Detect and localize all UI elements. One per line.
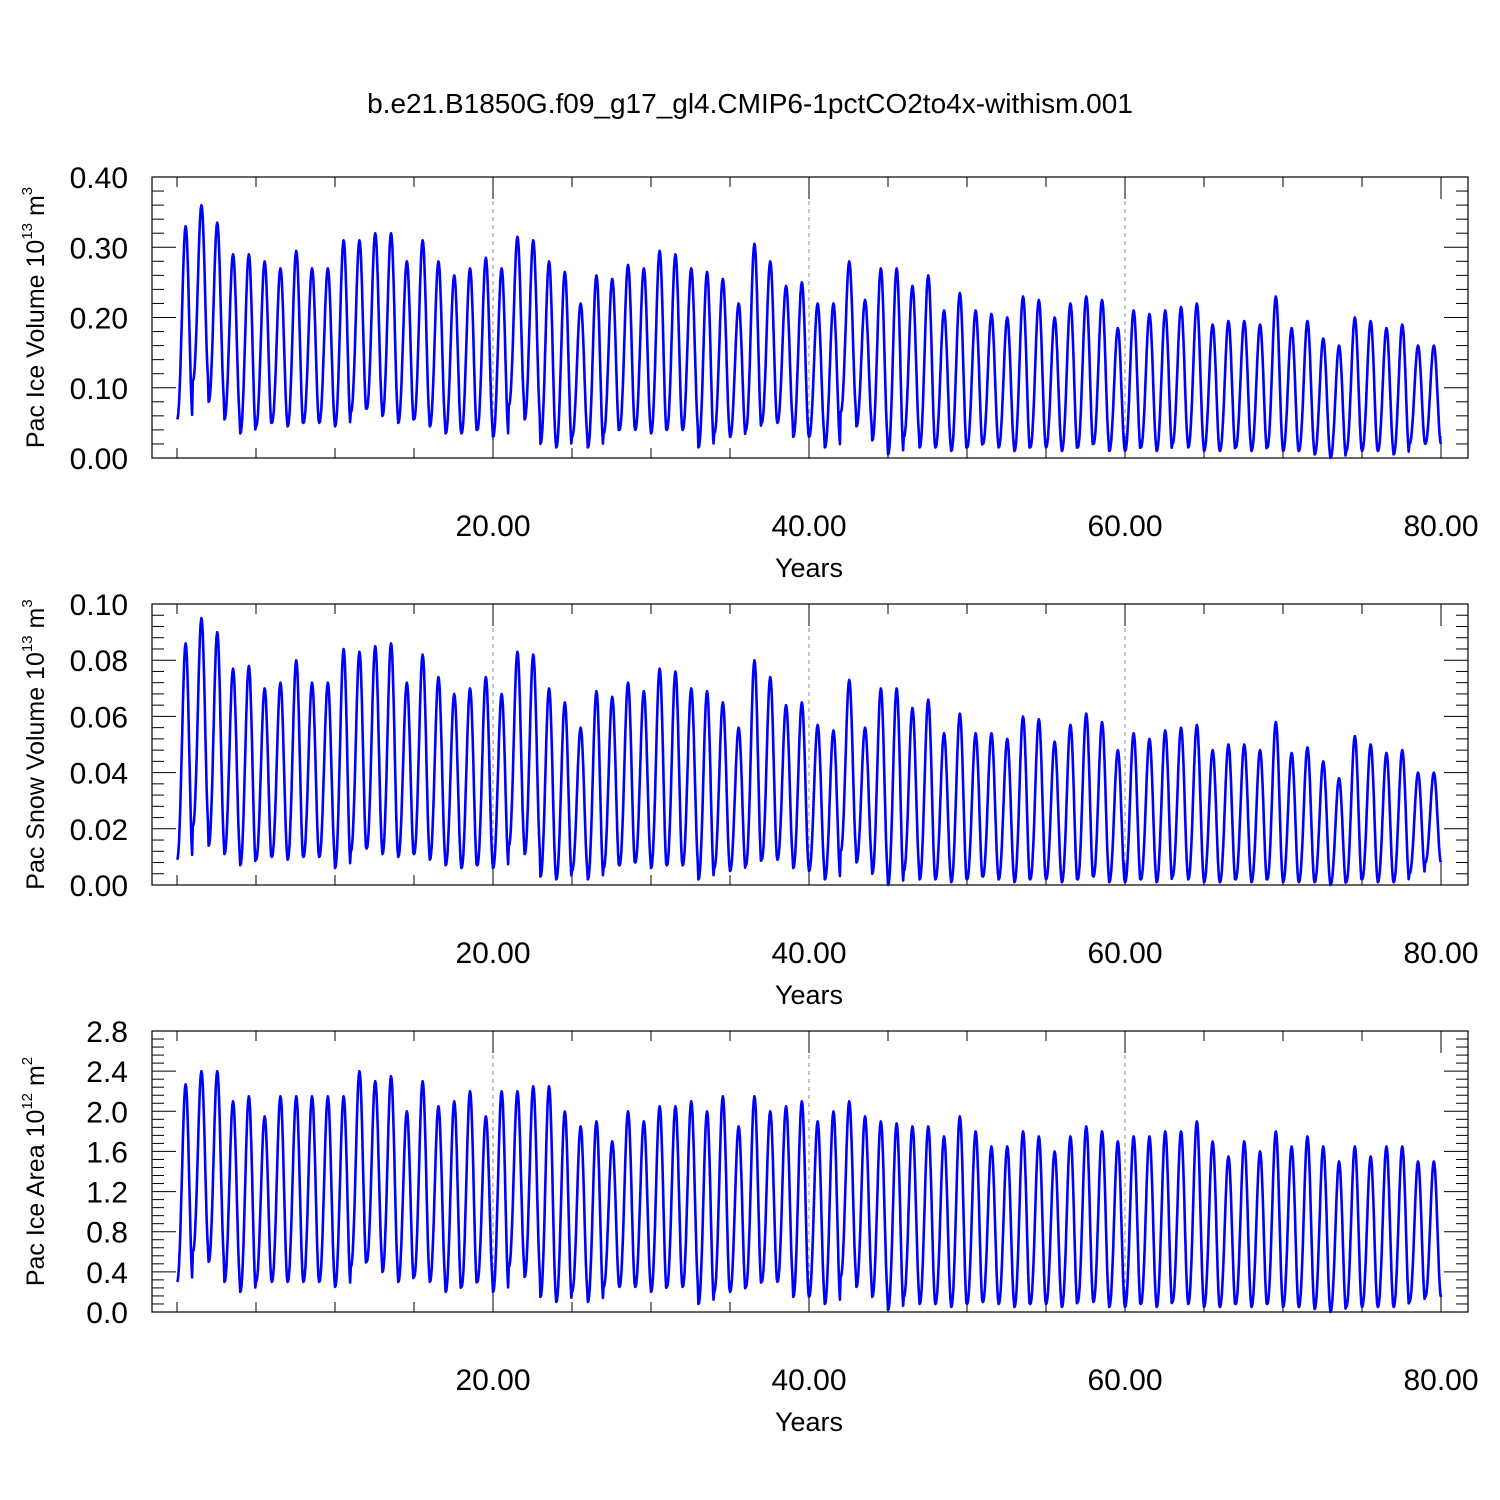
y-axis-label-part: 3 — [19, 599, 36, 607]
y-axis-label-part: m — [22, 608, 50, 636]
x-tick-label: 80.00 — [1403, 1364, 1478, 1397]
y-tick-label: 0.0 — [86, 1297, 128, 1330]
y-axis-label-part: 2 — [19, 1057, 36, 1065]
x-tick-label: 20.00 — [455, 510, 530, 543]
y-tick-label: 2.4 — [86, 1056, 128, 1089]
y-axis-label-part: Pac Snow Volume 10 — [22, 652, 50, 890]
x-tick-label: 60.00 — [1087, 510, 1162, 543]
y-tick-label: 0.40 — [70, 162, 128, 195]
panel-ice-volume: 20.00 40.00 60.00 80.00 Years 0.00 0.10 0.20 0.3… — [19, 162, 1479, 583]
x-tick-label: 40.00 — [771, 1364, 846, 1397]
y-axis-label-part: m — [22, 195, 50, 223]
y-tick-label: 0.04 — [70, 758, 128, 791]
y-axis-label-part: 12 — [19, 1093, 36, 1110]
x-axis-label: Years — [775, 980, 843, 1010]
figure-title: b.e21.B1850G.f09_g17_gl4.CMIP6-1pctCO2to… — [367, 88, 1133, 119]
plot-frame — [151, 603, 1469, 886]
x-axis-label: Years — [775, 553, 843, 583]
series-line — [175, 203, 1443, 460]
y-axis-label-part: 3 — [19, 187, 36, 195]
y-axis-label-part: Pac Ice Area 10 — [22, 1110, 50, 1287]
x-axis-label: Years — [775, 1407, 843, 1437]
y-axis-label: Pac Snow Volume 1013 m3 — [19, 599, 50, 889]
plot-frame — [151, 1030, 1469, 1313]
y-tick-label: 0.06 — [70, 701, 128, 734]
y-tick-label: 1.6 — [86, 1136, 128, 1169]
y-tick-label: 2.8 — [86, 1016, 128, 1049]
series-line — [175, 616, 1443, 887]
x-tick-label: 80.00 — [1403, 937, 1478, 970]
x-tick-label: 40.00 — [771, 510, 846, 543]
y-axis-label: Pac Ice Volume 1013 m3 — [19, 187, 50, 448]
y-axis-label-part: Pac Ice Volume 10 — [22, 240, 50, 448]
y-tick-label: 2.0 — [86, 1096, 128, 1129]
x-tick-label: 80.00 — [1403, 510, 1478, 543]
y-axis-label-part: m — [22, 1065, 50, 1093]
x-tick-label: 20.00 — [455, 1364, 530, 1397]
x-tick-label: 60.00 — [1087, 937, 1162, 970]
y-tick-label: 0.30 — [70, 232, 128, 265]
x-tick-label: 60.00 — [1087, 1364, 1162, 1397]
y-tick-label: 0.20 — [70, 303, 128, 336]
y-tick-label: 0.00 — [70, 870, 128, 903]
x-tick-label: 20.00 — [455, 937, 530, 970]
y-tick-label: 0.10 — [70, 373, 128, 406]
x-tick-label: 40.00 — [771, 937, 846, 970]
y-tick-label: 0.08 — [70, 645, 128, 678]
panel-ice-area: 20.00 40.00 60.00 80.00 Years 0.0 0.4 0.8 1.2 1.6… — [19, 1016, 1479, 1437]
y-tick-label: 1.2 — [86, 1177, 128, 1210]
y-axis-label-part: 13 — [19, 635, 36, 652]
y-tick-label: 0.4 — [86, 1257, 128, 1290]
series-line — [175, 1069, 1443, 1314]
y-tick-label: 0.00 — [70, 443, 128, 476]
y-axis-label-part: 13 — [19, 223, 36, 240]
y-tick-label: 0.10 — [70, 589, 128, 622]
y-tick-label: 0.8 — [86, 1217, 128, 1250]
panel-snow-volume: 20.00 40.00 60.00 80.00 Years 0.00 0.02 0.04 0.0… — [19, 589, 1479, 1010]
y-axis-label: Pac Ice Area 1012 m2 — [19, 1057, 50, 1286]
y-tick-label: 0.02 — [70, 814, 128, 847]
